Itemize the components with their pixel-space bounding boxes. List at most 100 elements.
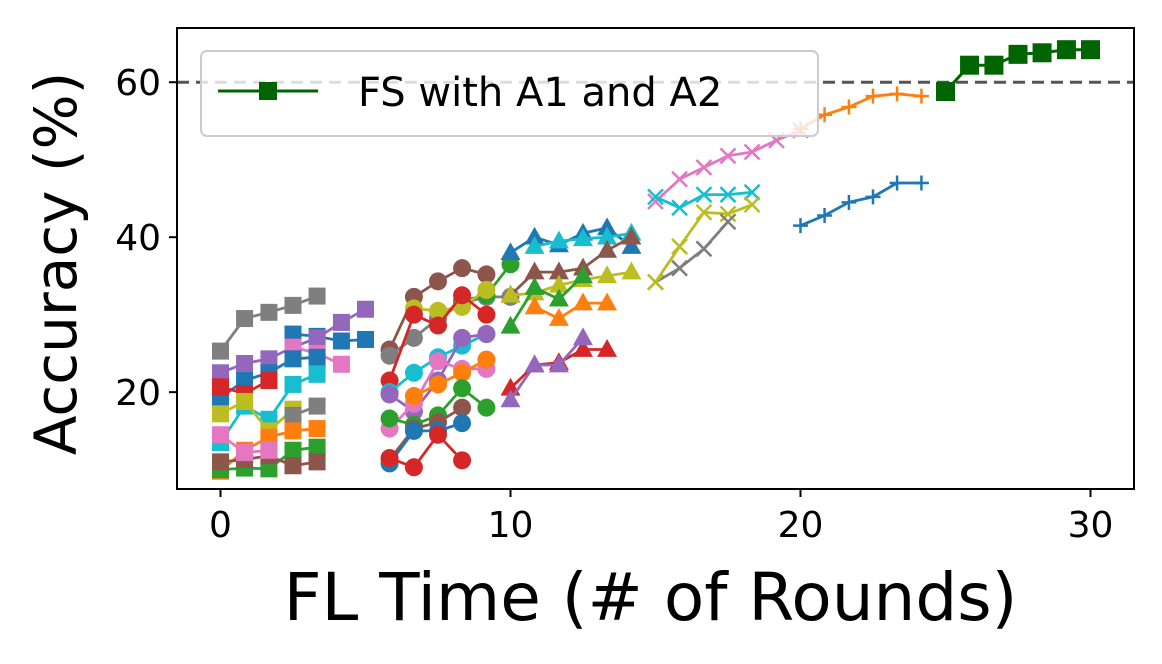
marker-square (260, 428, 278, 446)
series-30 (500, 265, 593, 334)
marker-square (212, 405, 229, 423)
marker-square (284, 457, 302, 475)
marker-triangle (524, 354, 545, 373)
marker-x (647, 193, 664, 210)
marker-square (212, 453, 229, 471)
marker-triangle (524, 277, 545, 295)
marker-x (695, 240, 713, 258)
marker-circle (404, 387, 423, 406)
marker-circle (380, 385, 399, 404)
marker-square (284, 441, 302, 459)
marker-circle (453, 414, 472, 433)
series-21 (404, 350, 496, 406)
marker-plus (841, 99, 857, 115)
marker-circle (429, 425, 447, 444)
series-line (509, 336, 585, 401)
marker-x (695, 159, 713, 176)
marker-square (260, 441, 278, 459)
marker-triangle (597, 265, 618, 284)
marker-square (357, 330, 374, 348)
series-line (219, 399, 294, 433)
marker-circle (429, 375, 447, 394)
marker-square (332, 355, 350, 373)
x-tick-label: 0 (209, 505, 232, 546)
marker-circle (453, 259, 472, 278)
series-0 (212, 287, 326, 360)
y-tick-label: 60 (115, 63, 161, 104)
marker-circle (453, 286, 472, 305)
marker-triangle (524, 235, 545, 254)
marker-square (936, 82, 955, 102)
marker-circle (429, 272, 447, 291)
marker-plus (913, 175, 929, 191)
y-axis-ticks: 20 40 60 (115, 63, 177, 414)
marker-plus (793, 218, 808, 234)
marker-triangle (548, 274, 569, 293)
marker-triangle (573, 265, 593, 284)
marker-square (1056, 40, 1076, 60)
marker-x (647, 273, 664, 291)
marker-circle (477, 398, 496, 417)
x-tick-label: 30 (1068, 505, 1114, 546)
marker-square (236, 372, 254, 390)
marker-square (236, 354, 254, 372)
marker-x (695, 186, 713, 203)
marker-plus (889, 175, 905, 191)
legend: FS with A1 and A2 (200, 50, 819, 137)
marker-circle (453, 451, 472, 470)
marker-square (236, 392, 254, 410)
series-line (678, 203, 753, 248)
marker-square (357, 300, 374, 318)
marker-square (1081, 40, 1100, 60)
marker-square (984, 55, 1004, 75)
legend-box (200, 50, 819, 137)
marker-square (212, 342, 229, 360)
marker-square (960, 55, 980, 75)
marker-square (284, 406, 302, 424)
marker-square (260, 460, 278, 478)
series-line (388, 406, 463, 461)
marker-circle (404, 305, 423, 324)
marker-circle (453, 398, 472, 417)
series-line (654, 245, 681, 283)
marker-circle (429, 316, 447, 335)
marker-plus (817, 107, 833, 123)
marker-square (284, 296, 302, 314)
marker-triangle (548, 230, 569, 249)
marker-square (212, 426, 229, 444)
series-line (533, 301, 608, 320)
marker-square (308, 397, 326, 415)
marker-square (308, 365, 326, 383)
marker-triangle (573, 327, 593, 346)
marker-square (308, 348, 326, 366)
marker-square (1032, 43, 1052, 63)
marker-triangle (500, 242, 521, 261)
marker-x (743, 143, 761, 161)
series-33 (500, 327, 593, 408)
x-tick-label: 20 (778, 505, 824, 546)
marker-square (236, 444, 254, 462)
series-line (292, 332, 366, 343)
marker-plus (865, 88, 881, 104)
marker-triangle (621, 261, 642, 280)
y-axis-title: Accuracy (%) (22, 72, 90, 456)
marker-x (719, 205, 737, 223)
marker-square (308, 287, 326, 305)
marker-triangle (621, 235, 642, 254)
marker-circle (404, 458, 423, 477)
marker-triangle (500, 315, 521, 334)
marker-triangle (597, 226, 618, 245)
marker-circle (429, 301, 447, 320)
marker-circle (404, 328, 423, 347)
series-40 (793, 175, 929, 234)
marker-triangle (621, 226, 642, 245)
marker-square (236, 310, 254, 328)
marker-square (308, 329, 326, 347)
marker-x (719, 147, 737, 165)
legend-label: FS with A1 and A2 (358, 70, 722, 116)
series-35 (647, 183, 761, 217)
marker-triangle (573, 228, 593, 247)
marker-circle (380, 346, 399, 365)
series-line (654, 220, 730, 284)
marker-square (308, 453, 326, 471)
